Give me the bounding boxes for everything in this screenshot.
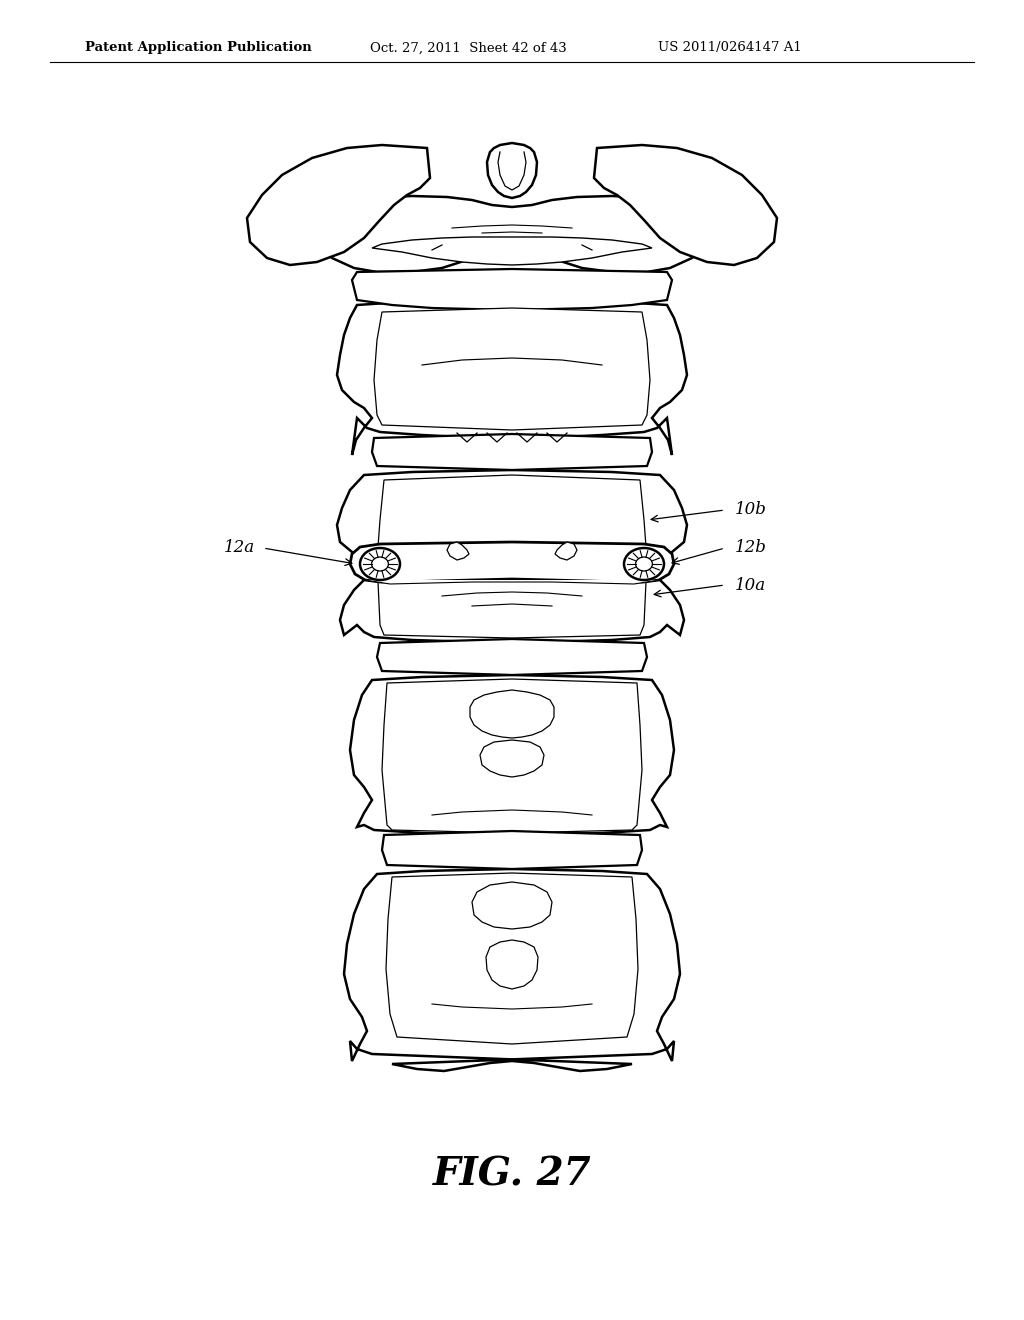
- Ellipse shape: [636, 557, 652, 572]
- Polygon shape: [447, 543, 469, 560]
- Ellipse shape: [360, 548, 400, 579]
- Polygon shape: [350, 675, 674, 836]
- Polygon shape: [337, 300, 687, 455]
- Polygon shape: [372, 238, 652, 265]
- Polygon shape: [594, 145, 777, 265]
- Polygon shape: [382, 832, 642, 869]
- Polygon shape: [337, 470, 687, 643]
- Polygon shape: [374, 308, 650, 430]
- Polygon shape: [382, 678, 642, 833]
- Text: 10a: 10a: [735, 577, 766, 594]
- Polygon shape: [247, 145, 430, 265]
- Polygon shape: [377, 475, 647, 638]
- Text: FIG. 27: FIG. 27: [433, 1156, 591, 1195]
- Text: US 2011/0264147 A1: US 2011/0264147 A1: [658, 41, 802, 54]
- Polygon shape: [365, 579, 659, 583]
- Polygon shape: [486, 940, 538, 989]
- Polygon shape: [555, 543, 577, 560]
- Polygon shape: [472, 882, 552, 929]
- Polygon shape: [480, 741, 544, 777]
- Polygon shape: [470, 690, 554, 738]
- Ellipse shape: [624, 548, 664, 579]
- Polygon shape: [350, 543, 674, 582]
- Text: 10b: 10b: [735, 502, 767, 519]
- Text: Patent Application Publication: Patent Application Publication: [85, 41, 311, 54]
- Text: 12a: 12a: [224, 540, 255, 557]
- Polygon shape: [377, 639, 647, 675]
- Polygon shape: [344, 869, 680, 1071]
- Polygon shape: [317, 195, 707, 272]
- Polygon shape: [372, 434, 652, 470]
- Polygon shape: [487, 143, 537, 198]
- Polygon shape: [352, 269, 672, 310]
- Polygon shape: [386, 873, 638, 1044]
- Text: 12b: 12b: [735, 540, 767, 557]
- Text: Oct. 27, 2011  Sheet 42 of 43: Oct. 27, 2011 Sheet 42 of 43: [370, 41, 566, 54]
- Ellipse shape: [372, 557, 388, 572]
